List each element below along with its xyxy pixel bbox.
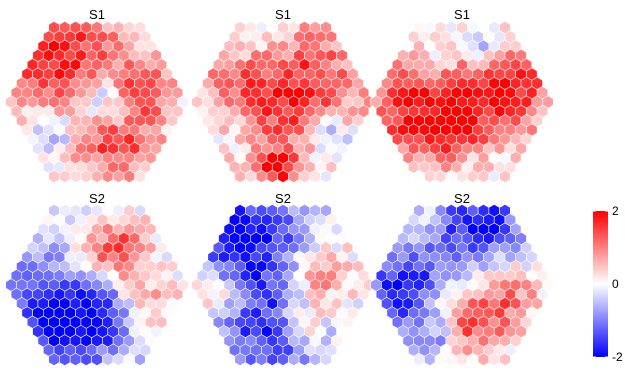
hex-cell	[234, 169, 246, 183]
panel-title: S2	[454, 191, 470, 206]
hex-cell	[488, 352, 500, 366]
hex-panel-3: S1	[370, 7, 554, 183]
hex-cell	[499, 169, 511, 183]
hex-cell	[102, 352, 114, 366]
hex-cell	[134, 169, 146, 183]
hex-cell	[424, 169, 436, 183]
hex-cell	[266, 169, 278, 183]
hex-cell	[477, 169, 490, 183]
hex-cell	[102, 169, 114, 183]
hex-cell	[59, 169, 71, 183]
hex-cell	[255, 352, 268, 366]
hex-cell	[467, 169, 479, 183]
hex-cell	[413, 352, 425, 366]
hex-panel-5: S2	[191, 191, 375, 366]
panel-title: S2	[275, 191, 291, 206]
hex-cell	[467, 352, 479, 366]
hex-cell	[456, 352, 468, 366]
hex-cell	[445, 169, 457, 183]
hex-cell	[320, 352, 332, 366]
hex-cell	[499, 352, 511, 366]
color-legend: 2 0 -2	[593, 204, 623, 364]
hex-cell	[80, 352, 92, 366]
hex-cell	[112, 169, 125, 183]
hex-cell	[255, 169, 268, 183]
hex-cell	[434, 352, 447, 366]
hex-panel-4: S2	[5, 191, 189, 366]
hex-panel-1: S1	[5, 7, 189, 183]
hex-cell	[434, 169, 447, 183]
hex-cell	[123, 352, 135, 366]
hex-cell	[456, 169, 468, 183]
colorbar-ticks: 2 0 -2	[593, 204, 623, 364]
hex-cell	[309, 169, 321, 183]
hex-cell	[245, 169, 257, 183]
hex-cell	[288, 352, 300, 366]
colorbar-tick-label: -2	[612, 350, 623, 364]
hex-cell	[234, 352, 246, 366]
hex-cell	[69, 352, 82, 366]
hex-cell	[277, 352, 289, 366]
hex-cell	[134, 352, 146, 366]
hex-cell	[445, 352, 457, 366]
hex-cell	[288, 169, 300, 183]
hex-cell	[309, 352, 321, 366]
hex-cell	[488, 169, 500, 183]
hex-cell	[91, 352, 103, 366]
hex-cell	[69, 169, 82, 183]
hex-cell	[298, 169, 311, 183]
hex-cell	[413, 169, 425, 183]
colorbar-gradient	[593, 211, 608, 357]
panel-title: S1	[89, 7, 105, 22]
panel-title: S2	[89, 191, 105, 206]
hex-panel-6: S2	[370, 191, 554, 366]
hex-cell	[80, 169, 92, 183]
hex-panel-2: S1	[191, 7, 375, 183]
panel-title: S1	[275, 7, 291, 22]
hex-cell	[48, 169, 60, 183]
hex-cell	[298, 352, 311, 366]
hex-cell	[112, 352, 125, 366]
hex-cell	[266, 352, 278, 366]
panel-title: S1	[454, 7, 470, 22]
hex-cell	[48, 352, 60, 366]
hex-cell	[123, 169, 135, 183]
hex-cell	[477, 352, 490, 366]
panel-grid: S1 S1 S1 S2 S2 S2	[5, 7, 554, 366]
colorbar-tick-label: 2	[612, 204, 619, 218]
hex-cell	[59, 352, 71, 366]
hex-cell	[91, 169, 103, 183]
hex-cell	[320, 169, 332, 183]
hex-cell	[277, 169, 289, 183]
colorbar-tick-label: 0	[612, 277, 619, 291]
hex-cell	[245, 352, 257, 366]
hex-cell	[424, 352, 436, 366]
